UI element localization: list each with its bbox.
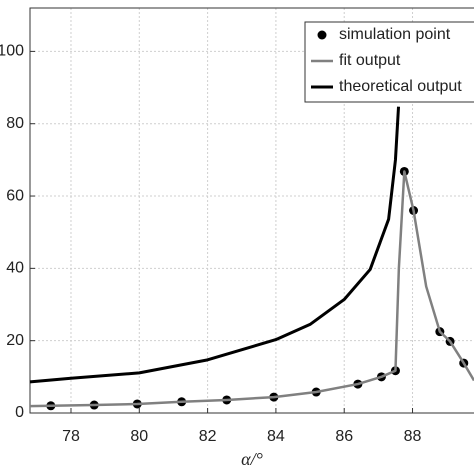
- x-tick-label: 82: [199, 428, 217, 445]
- x-tick-label: 78: [62, 428, 80, 445]
- data-line: [29, 106, 401, 384]
- x-tick-label: 88: [404, 428, 422, 445]
- y-tick-label: 20: [6, 332, 24, 349]
- y-tick-label: 60: [6, 187, 24, 204]
- data-line: [29, 170, 474, 408]
- x-tick-label: 86: [335, 428, 353, 445]
- legend-label: fit output: [339, 52, 401, 69]
- y-tick-label: 80: [6, 115, 24, 132]
- x-tick-label: 80: [130, 428, 148, 445]
- legend-label: theoretical output: [339, 78, 462, 95]
- legend-marker: [317, 30, 327, 40]
- legend-box: [304, 21, 474, 103]
- legend-label: simulation point: [339, 26, 451, 43]
- x-tick-label: 84: [267, 428, 285, 445]
- y-tick-label: 0: [15, 404, 24, 421]
- x-axis-label: α/°: [241, 449, 263, 469]
- y-tick-label: 40: [6, 260, 24, 277]
- plot-frame: [29, 7, 474, 414]
- y-tick-label: 100: [0, 43, 24, 60]
